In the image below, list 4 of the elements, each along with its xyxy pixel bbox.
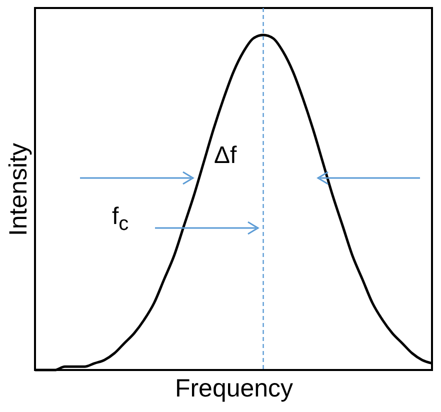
y-axis-title: Intensity: [4, 142, 32, 236]
annotation: Δf: [214, 142, 237, 170]
x-axis-title: Frequency: [174, 374, 294, 402]
annotation: f$_{c}$: [112, 203, 129, 236]
